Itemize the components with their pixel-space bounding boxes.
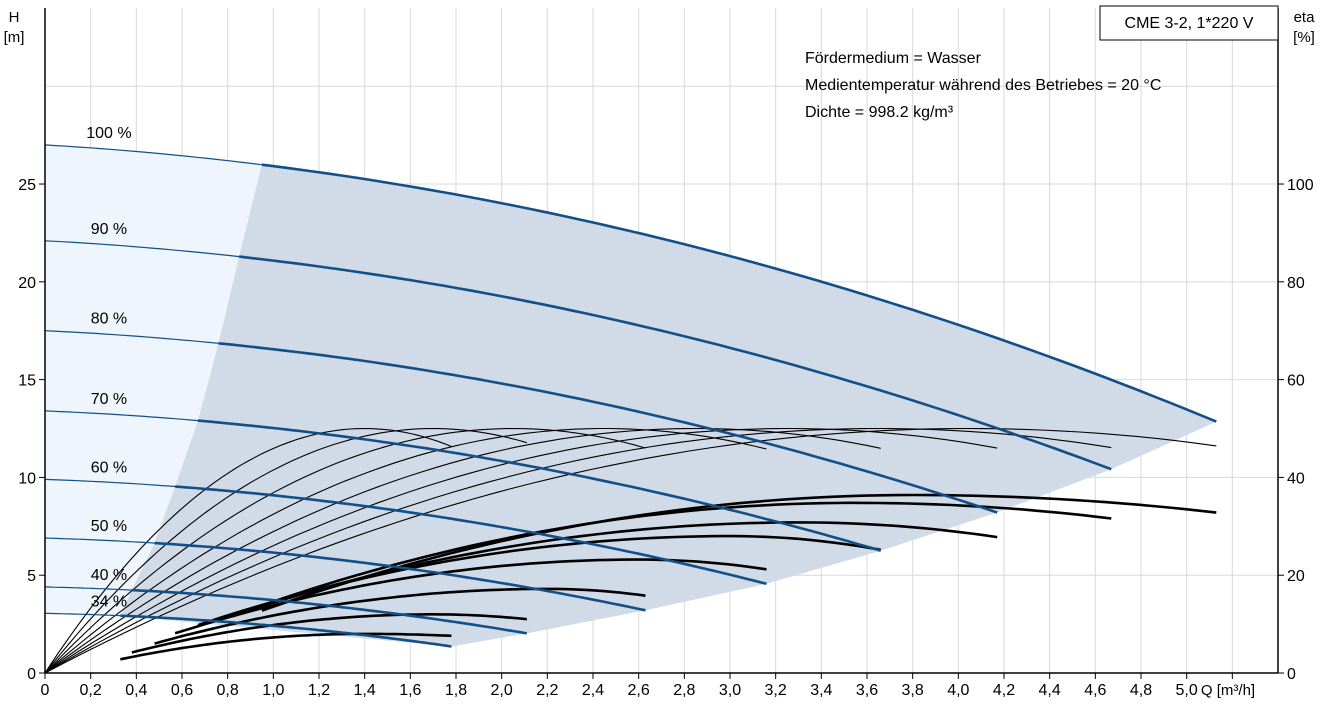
- note-line-1: Fördermedium = Wasser: [805, 50, 982, 67]
- x-tick-label: 2,0: [491, 682, 513, 699]
- note-line-3: Dichte = 998.2 kg/m³: [805, 104, 954, 121]
- speed-curve: [120, 614, 452, 648]
- x-tick-label: 0,8: [217, 682, 239, 699]
- x-tick-label: 4,0: [947, 682, 969, 699]
- y-left-label-unit: [m]: [4, 29, 25, 46]
- x-tick-label: 3,2: [765, 682, 787, 699]
- y-right-tick-label: 80: [1287, 275, 1305, 292]
- x-tick-label: 2,2: [536, 682, 558, 699]
- x-tick-label: 4,4: [1039, 682, 1061, 699]
- x-tick-label: 3,6: [856, 682, 878, 699]
- y-left-tick-label: 25: [18, 177, 36, 194]
- chart-title: CME 3-2, 1*220 V: [1125, 15, 1254, 32]
- region-min-flow: [45, 144, 262, 616]
- x-tick-label: 1,4: [354, 682, 376, 699]
- speed-curve: [238, 255, 1112, 471]
- x-tick-label: 3,8: [902, 682, 924, 699]
- speed-curve-label: 100 %: [86, 125, 131, 142]
- efficiency-curve: [44, 427, 1112, 674]
- labels: 100 % 90 % 80 % 70 % 60 % 50 % 40 % 34 %: [86, 125, 131, 610]
- y-right-tick-label: 20: [1287, 568, 1305, 585]
- axes: 0 0,2 0,4 0,6 0,8 1,0 1,2 1,4 1,6 1,8 2,0 2,2 2,4 2,6…: [18, 8, 1314, 699]
- efficiency-curves: [44, 427, 1217, 674]
- speed-curve-label: 40 %: [91, 567, 127, 584]
- x-tick-label: 3,4: [810, 682, 832, 699]
- region-operating: [120, 164, 1217, 647]
- operating-regions: [45, 144, 1217, 647]
- speed-curves: [44, 144, 1217, 648]
- efficiency-curve: [44, 427, 527, 674]
- speed-curve-label: 80 %: [91, 311, 127, 328]
- x-tick-label: 2,4: [582, 682, 604, 699]
- speed-curve-minflow: [44, 478, 176, 488]
- efficiency-curve: [44, 427, 452, 674]
- speed-curve-minflow: [44, 240, 240, 258]
- speed-curve-minflow: [44, 330, 219, 344]
- speed-curve-minflow: [44, 586, 132, 591]
- y-left-tick-label: 5: [27, 568, 36, 585]
- x-tick-label: 1,0: [262, 682, 284, 699]
- x-tick-label: 0,4: [125, 682, 147, 699]
- note-line-2: Medientemperatur während des Betriebes =…: [805, 77, 1161, 94]
- x-tick-label: 5,0: [1176, 682, 1198, 699]
- y-left-tick-label: 10: [18, 470, 36, 487]
- speed-curve-minflow: [44, 537, 155, 544]
- speed-curve-minflow: [44, 144, 262, 166]
- y-left-tick-label: 0: [27, 666, 36, 683]
- x-axis-label: Q [m³/h]: [1201, 682, 1255, 699]
- x-tick-label: 0,6: [171, 682, 193, 699]
- efficiency-curve: [44, 427, 998, 674]
- y-right-tick-label: 40: [1287, 470, 1305, 487]
- x-tick-label: 4,8: [1130, 682, 1152, 699]
- x-tick-label: 1,2: [308, 682, 330, 699]
- speed-curve: [154, 541, 646, 612]
- efficiency-curve: [44, 427, 646, 674]
- speed-curve-label: 50 %: [91, 518, 127, 535]
- x-tick-label: 2,6: [628, 682, 650, 699]
- x-tick-label: 4,2: [993, 682, 1015, 699]
- y-left-tick-label: 15: [18, 373, 36, 390]
- speed-curve-label: 60 %: [91, 459, 127, 476]
- speed-curve: [174, 485, 767, 586]
- speed-curve: [131, 588, 528, 635]
- y-left-tick-label: 20: [18, 275, 36, 292]
- y-right-label-top: eta: [1294, 9, 1316, 26]
- x-tick-label: 1,8: [445, 682, 467, 699]
- speed-curve-minflow: [44, 612, 121, 617]
- x-tick-label: 3,0: [719, 682, 741, 699]
- power-curve: [261, 493, 1217, 612]
- speed-curve-label: 70 %: [91, 391, 127, 408]
- power-curve: [131, 613, 527, 654]
- x-tick-label: 4,6: [1084, 682, 1106, 699]
- y-right-label-unit: [%]: [1293, 29, 1315, 46]
- speed-curve-label: 90 %: [91, 221, 127, 238]
- x-tick-label: 1,6: [399, 682, 421, 699]
- speed-curve: [261, 163, 1217, 423]
- x-tick-label: 2,8: [673, 682, 695, 699]
- x-tick-label: 0: [41, 682, 50, 699]
- power-curve: [238, 501, 1112, 615]
- speed-curve: [197, 419, 882, 552]
- speed-curve-label: 34 %: [91, 593, 127, 610]
- speed-curve-minflow: [44, 410, 199, 422]
- y-right-tick-label: 0: [1287, 666, 1296, 683]
- speed-curve: [218, 342, 998, 514]
- title-box: [1099, 5, 1279, 41]
- y-left-label-top: H: [9, 9, 20, 26]
- y-right-tick-label: 100: [1287, 177, 1314, 194]
- power-curve: [120, 632, 452, 661]
- y-right-tick-label: 60: [1287, 373, 1305, 390]
- x-tick-label: 0,2: [80, 682, 102, 699]
- efficiency-curve: [44, 427, 1217, 674]
